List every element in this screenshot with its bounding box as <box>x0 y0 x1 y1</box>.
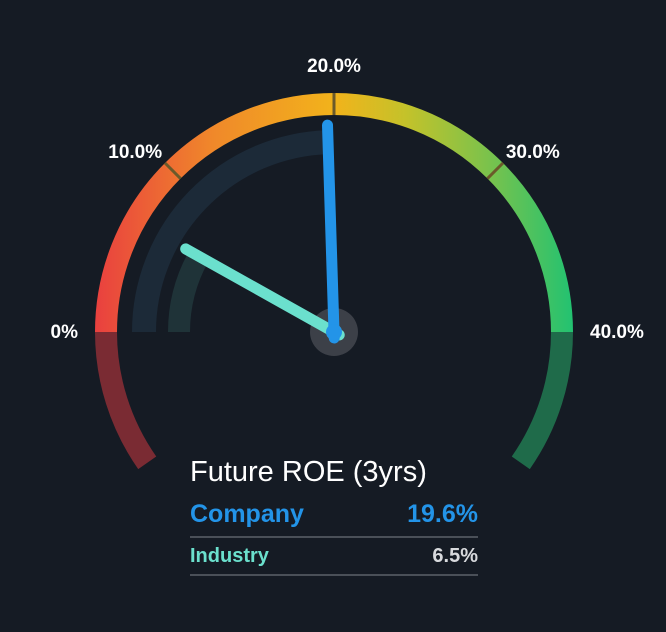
gauge-low-zone <box>95 331 157 470</box>
needle-pivot-company <box>326 324 342 340</box>
legend-company-value: 19.6% <box>407 499 478 528</box>
tick-mark <box>486 161 505 180</box>
needle-industry <box>180 243 345 341</box>
legend-row-industry: Industry 6.5% <box>190 538 478 576</box>
legend-company-label: Company <box>190 499 304 528</box>
tick-label: 40.0% <box>590 322 644 343</box>
tick-label: 30.0% <box>506 142 560 163</box>
value-bar-company <box>132 130 329 333</box>
tick-mark <box>163 161 182 180</box>
legend-industry-value: 6.5% <box>432 544 478 567</box>
gauge-high-zone <box>511 331 573 470</box>
legend-row-company: Company 19.6% <box>190 492 478 538</box>
tick-label: 0% <box>51 322 79 343</box>
legend-industry-label: Industry <box>190 544 269 567</box>
tick-label: 20.0% <box>307 56 361 77</box>
tick-label: 10.0% <box>108 142 162 163</box>
gauge-title: Future ROE (3yrs) <box>190 456 427 488</box>
gauge-legend: Future ROE (3yrs) Company 19.6% Industry… <box>190 452 478 576</box>
value-bar-industry <box>168 250 209 333</box>
needle-company <box>321 119 340 344</box>
